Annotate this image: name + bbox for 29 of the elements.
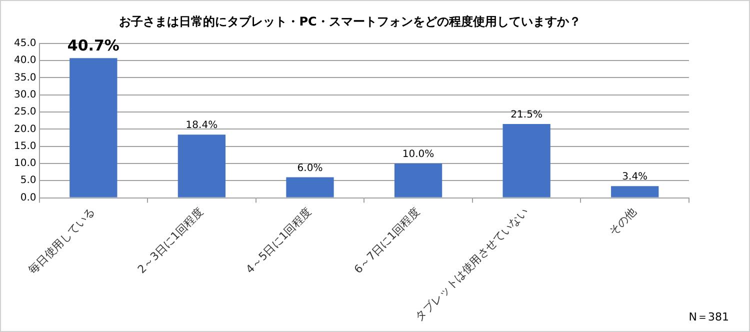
chart-title: お子さまは日常的にタブレット・PC・スマートフォンをどの程度使用していますか？ [119,14,581,28]
y-tick-label: 35.0 [14,72,36,84]
x-tick-label: 4～5日に1回程度 [243,205,314,276]
data-label: 6.0% [297,162,323,174]
y-tick-label: 0.0 [20,192,36,204]
y-tick-label: 25.0 [14,106,36,118]
data-label: 10.0% [402,149,434,160]
bar [70,58,118,198]
x-tick-label: 6～7日に1回程度 [352,205,422,276]
y-tick-label: 30.0 [14,89,36,100]
x-tick-label: 毎日使用している [26,205,98,277]
y-tick-label: 5.0 [20,175,36,186]
text: N＝381 [688,310,729,324]
y-tick-label: 40.0 [14,55,36,66]
bar [178,134,226,198]
x-tick-label: その他 [606,205,639,238]
y-tick-label: 45.0 [14,38,36,49]
data-label: 18.4% [186,120,218,132]
x-tick-label: 2～3日に1回程度 [135,205,206,276]
bar [502,124,550,198]
data-label: 3.4% [622,172,648,183]
data-label: 21.5% [510,110,542,121]
y-tick-label: 15.0 [14,140,36,152]
bar [611,186,659,198]
y-tick-label: 20.0 [14,124,36,135]
bar [286,177,334,198]
y-tick-label: 10.0 [14,158,36,170]
bar [394,163,442,198]
data-label: 40.7% [67,36,120,55]
